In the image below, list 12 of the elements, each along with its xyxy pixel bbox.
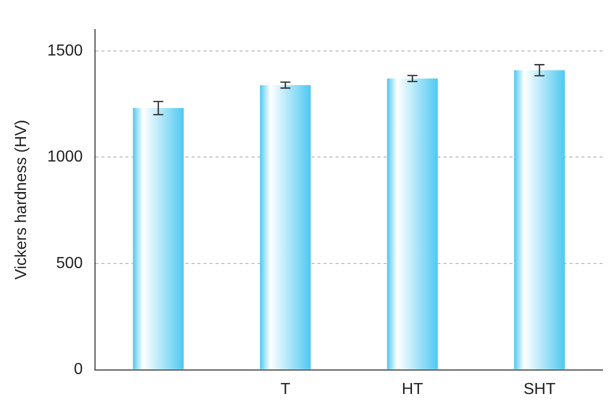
y-tick-label: 1000 — [47, 148, 83, 166]
bar — [387, 78, 438, 370]
y-tick-label: 0 — [74, 361, 83, 378]
bar — [260, 85, 311, 370]
x-tick-label: T — [280, 380, 290, 398]
y-tick-label: 1500 — [47, 42, 83, 60]
x-tick-label: SHT — [523, 380, 556, 398]
bar — [132, 108, 184, 370]
y-axis-title: Vickers hardness (HV) — [13, 120, 30, 280]
x-tick-label: HT — [402, 380, 424, 398]
bar — [514, 70, 565, 370]
y-tick-label: 500 — [56, 254, 83, 272]
